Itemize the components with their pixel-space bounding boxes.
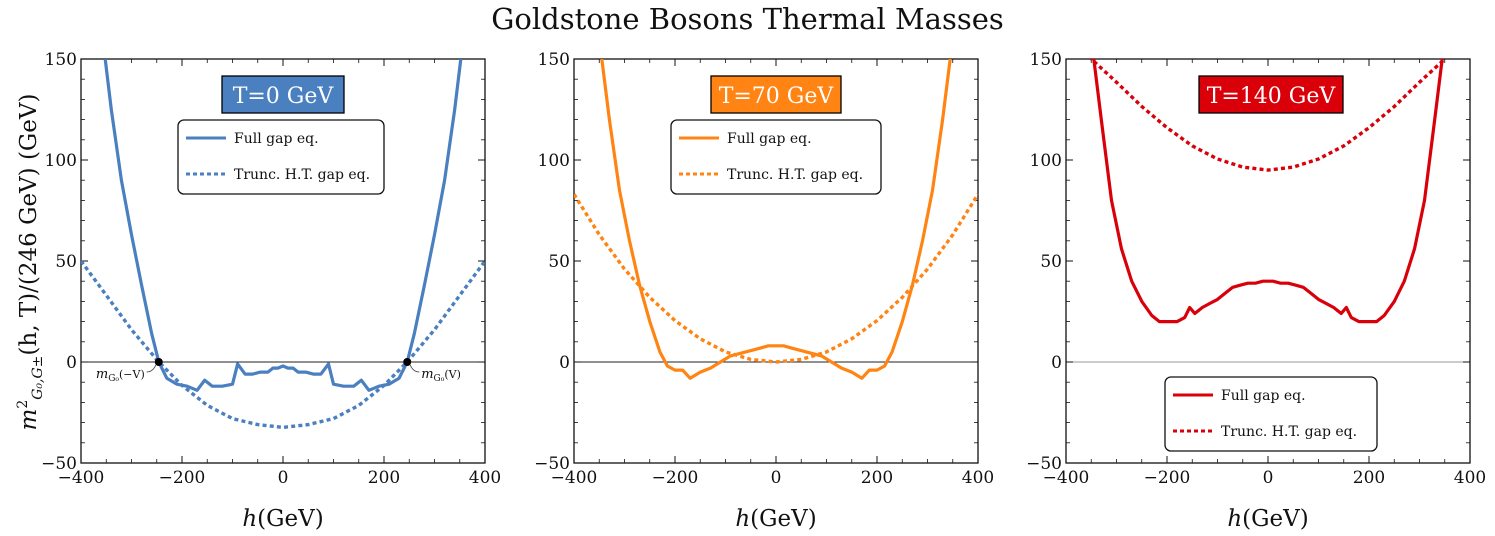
y-tick-label: −50 [41, 454, 77, 474]
legend-box [670, 119, 882, 195]
x-tick-label: 0 [771, 468, 782, 488]
temperature-badge-label: T=140 GeV [1207, 84, 1337, 109]
y-tick-label: −50 [1026, 454, 1062, 474]
temperature-badge [710, 75, 842, 114]
y-tick-label: 50 [548, 252, 570, 272]
series-group [81, 59, 485, 430]
y-tick-label: 100 [1030, 151, 1062, 171]
x-tick-label: 400 [962, 468, 994, 488]
x-tick-label: −200 [159, 468, 206, 488]
y-tick-label: 150 [1030, 50, 1062, 70]
x-tick-label: 200 [861, 468, 893, 488]
y-tick-label: −50 [534, 454, 570, 474]
x-tick-label: 0 [278, 468, 289, 488]
annotation-label: mG₀(V) [421, 367, 461, 384]
series-line-full-gap-eq [103, 59, 463, 392]
x-tick-label: −200 [652, 468, 699, 488]
x-tick-label: 200 [368, 468, 400, 488]
annotation-leader [146, 364, 157, 373]
x-tick-label: 200 [1353, 468, 1385, 488]
x-tick-label: −400 [58, 468, 105, 488]
series-line-trunc-ht-gap-eq [1088, 59, 1448, 172]
panel-t70: −400 −200 0 200 400 −50 0 50 100 150 T=70 GeV Full … [534, 50, 994, 488]
y-axis-label: m2G₀,G±(h, T)/(246 GeV) (GeV) [15, 94, 46, 431]
temperature-badge-label: T=70 GeV [719, 84, 835, 109]
x-tick-label: 400 [1454, 468, 1486, 488]
y-tick-label: 0 [66, 353, 77, 373]
plot-area: −400 −200 0 200 400 −50 0 50 100 150 T=140 GeV Full… [1026, 50, 1486, 488]
plot-area: −400 −200 0 200 400 −50 0 50 100 150 mG₀(−V) mG₀(V)… [41, 50, 501, 488]
legend-label: Trunc. H.T. gap eq. [234, 167, 370, 183]
series-line-full-gap-eq [1092, 59, 1444, 324]
y-tick-label: 150 [45, 50, 77, 70]
x-axis-label-t70: h(GeV) [735, 506, 816, 532]
y-tick-label: 50 [1040, 252, 1062, 272]
series-group [1088, 59, 1448, 324]
temperature-badge-label: T=0 GeV [233, 84, 335, 109]
annotation-leader [409, 364, 420, 373]
x-tick-label: −400 [551, 468, 598, 488]
legend-label: Full gap eq. [234, 131, 319, 147]
y-tick-label: 0 [559, 353, 570, 373]
legend-label: Full gap eq. [1221, 388, 1306, 404]
x-tick-label: −200 [1144, 468, 1191, 488]
figure-title: Goldstone Bosons Thermal Masses [491, 2, 1004, 36]
annotation-point [154, 358, 163, 366]
legend-label: Full gap eq. [727, 131, 812, 147]
y-tick-label: 50 [55, 252, 77, 272]
x-tick-label: −400 [1043, 468, 1090, 488]
legend-box [1164, 376, 1378, 452]
legend-label: Trunc. H.T. gap eq. [1221, 424, 1357, 440]
legend-box [177, 119, 385, 195]
x-axis-label-t140: h(GeV) [1227, 506, 1308, 532]
y-tick-label: 100 [45, 151, 77, 171]
panel-t140: −400 −200 0 200 400 −50 0 50 100 150 T=140 GeV Full… [1026, 50, 1486, 488]
y-tick-label: 0 [1051, 353, 1062, 373]
temperature-badge [221, 75, 345, 114]
series-line-trunc-ht-gap-eq [574, 193, 978, 364]
panel-t0: −400 −200 0 200 400 −50 0 50 100 150 mG₀(−V) mG₀(V)… [41, 50, 501, 488]
plot-area: −400 −200 0 200 400 −50 0 50 100 150 T=70 GeV Full … [534, 50, 994, 488]
annotation-label: mG₀(−V) [96, 367, 145, 384]
series-line-full-gap-eq [600, 59, 952, 380]
series-group [574, 59, 978, 380]
legend-label: Trunc. H.T. gap eq. [727, 167, 863, 183]
x-tick-label: 400 [469, 468, 501, 488]
y-tick-label: 150 [538, 50, 570, 70]
temperature-badge [1198, 75, 1344, 114]
y-tick-label: 100 [538, 151, 570, 171]
x-tick-label: 0 [1263, 468, 1274, 488]
x-axis-label-t0: h(GeV) [242, 506, 323, 532]
annotation-point [403, 358, 412, 366]
